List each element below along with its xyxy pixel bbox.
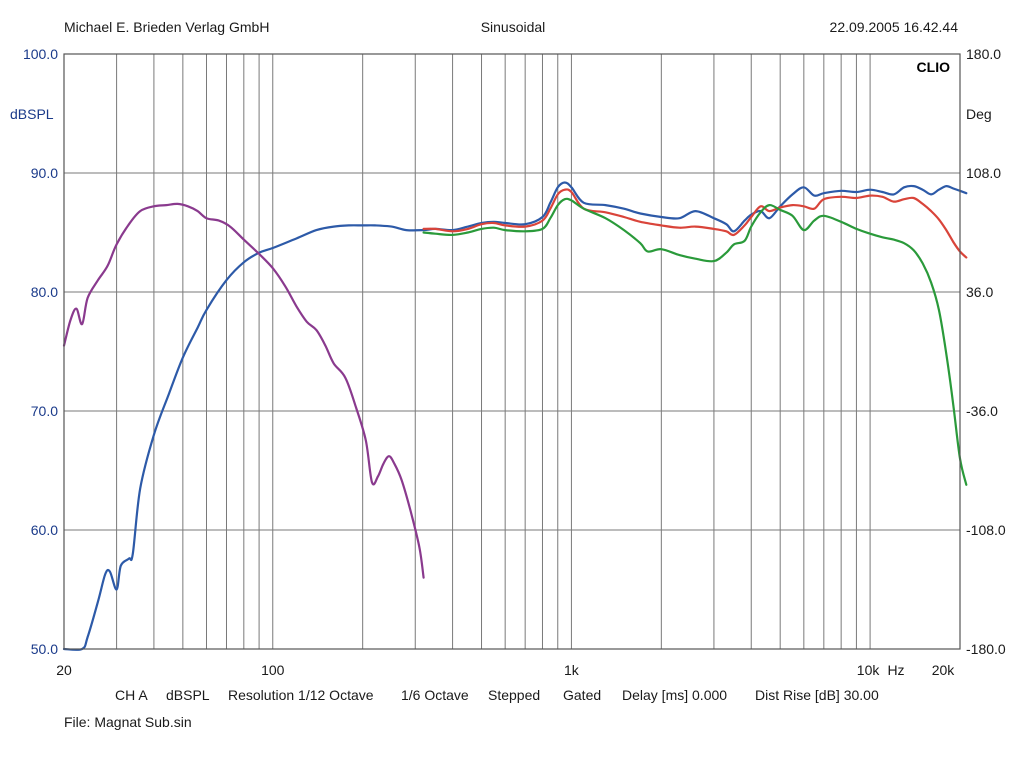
response-curve-4 — [62, 202, 425, 579]
datetime-label: 22.09.2005 16.42.44 — [830, 19, 959, 35]
setting-stepped: Stepped — [488, 687, 540, 703]
tick-labels: 100.0 90.0 80.0 70.0 60.0 50.0 180.0 108.0 36.0 -… — [23, 46, 1006, 678]
setting-dist-rise: Dist Rise [dB] 30.00 — [755, 687, 879, 703]
y2-tick-label: 36.0 — [966, 284, 993, 300]
x-tick-label: 100 — [261, 662, 285, 678]
setting-smoothing: 1/6 Octave — [401, 687, 469, 703]
curves — [62, 181, 968, 651]
setting-resolution: Resolution 1/12 Octave — [228, 687, 374, 703]
x-unit-label: Hz — [887, 662, 904, 678]
y-axis-label: dBSPL — [10, 106, 54, 122]
setting-gated: Gated — [563, 687, 601, 703]
setting-channel: CH A — [115, 687, 148, 703]
y-tick-label: 90.0 — [31, 165, 58, 181]
file-label: File: Magnat Sub.sin — [64, 714, 192, 730]
publisher-label: Michael E. Brieden Verlag GmbH — [64, 19, 269, 35]
measurement-settings: CH A dBSPL Resolution 1/12 Octave 1/6 Oc… — [115, 687, 879, 703]
y-tick-label: 70.0 — [31, 403, 58, 419]
y2-axis-label: Deg — [966, 106, 992, 122]
response-curve-1 — [62, 181, 968, 651]
grid — [64, 54, 960, 649]
plot-frame — [63, 53, 961, 650]
y2-tick-label: -36.0 — [966, 403, 998, 419]
setting-unit: dBSPL — [166, 687, 210, 703]
response-curve-3 — [422, 197, 968, 486]
response-curve-2 — [422, 188, 968, 259]
y2-tick-label: -108.0 — [966, 522, 1006, 538]
y-tick-label: 60.0 — [31, 522, 58, 538]
y2-tick-label: 108.0 — [966, 165, 1001, 181]
y2-tick-label: 180.0 — [966, 46, 1001, 62]
mode-label: Sinusoidal — [481, 19, 546, 35]
y-tick-label: 100.0 — [23, 46, 58, 62]
x-tick-label: 20 — [56, 662, 72, 678]
x-tick-label: 20k — [932, 662, 956, 678]
y2-tick-label: -180.0 — [966, 641, 1006, 657]
y-tick-label: 80.0 — [31, 284, 58, 300]
x-tick-label: 1k — [564, 662, 580, 678]
setting-delay: Delay [ms] 0.000 — [622, 687, 727, 703]
x-tick-label: 10k — [857, 662, 881, 678]
brand-logo: CLIO — [917, 59, 951, 75]
y-tick-label: 50.0 — [31, 641, 58, 657]
